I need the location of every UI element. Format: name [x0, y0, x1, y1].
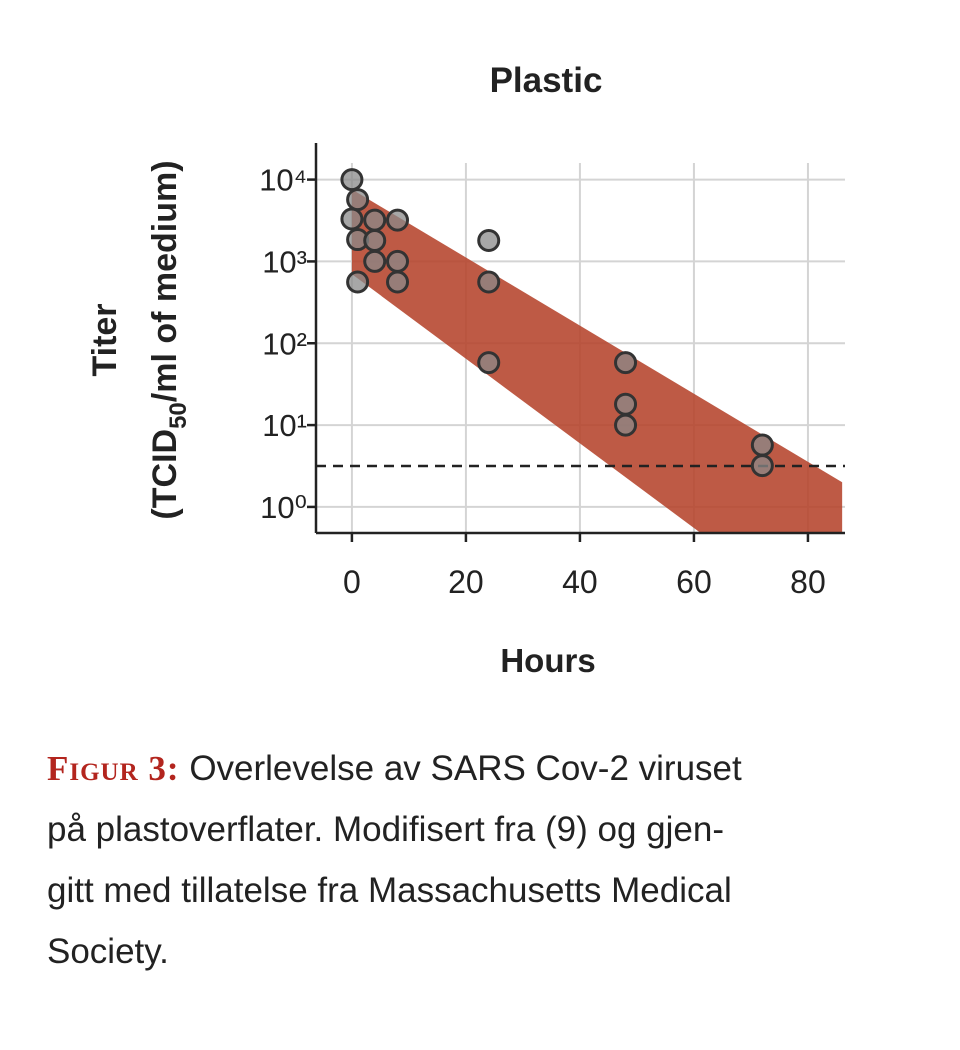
point [340, 207, 364, 231]
point [386, 208, 410, 232]
caption-label: Figur 3: [47, 749, 180, 788]
point [750, 433, 774, 457]
y-tick-label: 10⁰ [260, 490, 307, 525]
y-label-part: /ml of medium) [146, 160, 184, 402]
caption-line: Overlevelse av SARS Cov-2 viruset [189, 749, 742, 788]
x-tick-label: 80 [790, 564, 826, 600]
x-tick-label: 60 [676, 564, 712, 600]
x-tick-label: 20 [448, 564, 484, 600]
point [614, 392, 638, 416]
y-tick-label: 10² [262, 326, 307, 361]
caption-line: på plastoverflater. Modifisert fra (9) o… [47, 810, 724, 849]
fit-band [351, 189, 843, 533]
x-tick-label: 0 [343, 564, 361, 600]
point [386, 270, 410, 294]
caption: Figur 3: Overlevelse av SARS Cov-2 virus… [47, 738, 742, 982]
x-axis-label: Hours [500, 642, 595, 679]
caption-row: på plastoverflater. Modifisert fra (9) o… [47, 799, 742, 860]
y-tick-label: 10¹ [262, 408, 307, 443]
y-label-line: Titer [86, 303, 124, 376]
point [346, 270, 370, 294]
point [477, 270, 501, 294]
point [614, 413, 638, 437]
x-tick-label: 40 [562, 564, 598, 600]
caption-line: Society. [47, 932, 169, 971]
point [363, 249, 387, 273]
y-label-line: (TCID50/ml of medium) [146, 160, 192, 519]
caption-row: gitt med tillatelse fra Massachusetts Me… [47, 860, 742, 921]
chart: Plastic Hours Titer (TCID50/ml of medium… [86, 61, 845, 679]
y-axis-label: Titer (TCID50/ml of medium) [86, 160, 192, 519]
point [340, 168, 364, 192]
y-label-part: (TCID [146, 429, 184, 520]
point [477, 229, 501, 253]
point [363, 208, 387, 232]
point [346, 188, 370, 212]
y-tick-label: 10³ [262, 244, 307, 279]
point [477, 351, 501, 375]
point [363, 229, 387, 253]
caption-row: Figur 3: Overlevelse av SARS Cov-2 virus… [47, 738, 742, 799]
point [614, 351, 638, 375]
caption-line: gitt med tillatelse fra Massachusetts Me… [47, 871, 732, 910]
chart-title: Plastic [490, 61, 603, 100]
caption-row: Society. [47, 921, 742, 982]
point [750, 454, 774, 478]
y-label-sub: 50 [165, 402, 192, 429]
y-tick-label: 10⁴ [259, 163, 307, 198]
point [386, 249, 410, 273]
